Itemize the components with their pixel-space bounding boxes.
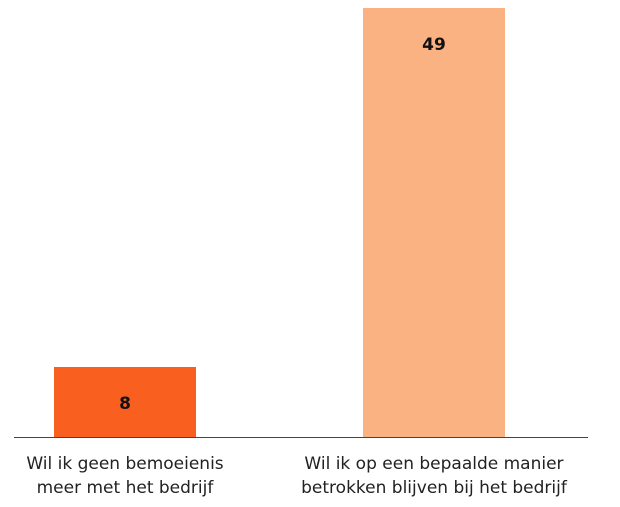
x-tick-label: Wil ik geen bemoeienis meer met het bedr… [26,454,224,498]
axis-line [14,437,588,438]
value-label: 8 [119,393,131,414]
bar [363,8,505,437]
x-tick-label: Wil ik op een bepaalde manier betrokken … [301,454,567,498]
bar [54,366,196,437]
value-label: 49 [422,35,446,55]
